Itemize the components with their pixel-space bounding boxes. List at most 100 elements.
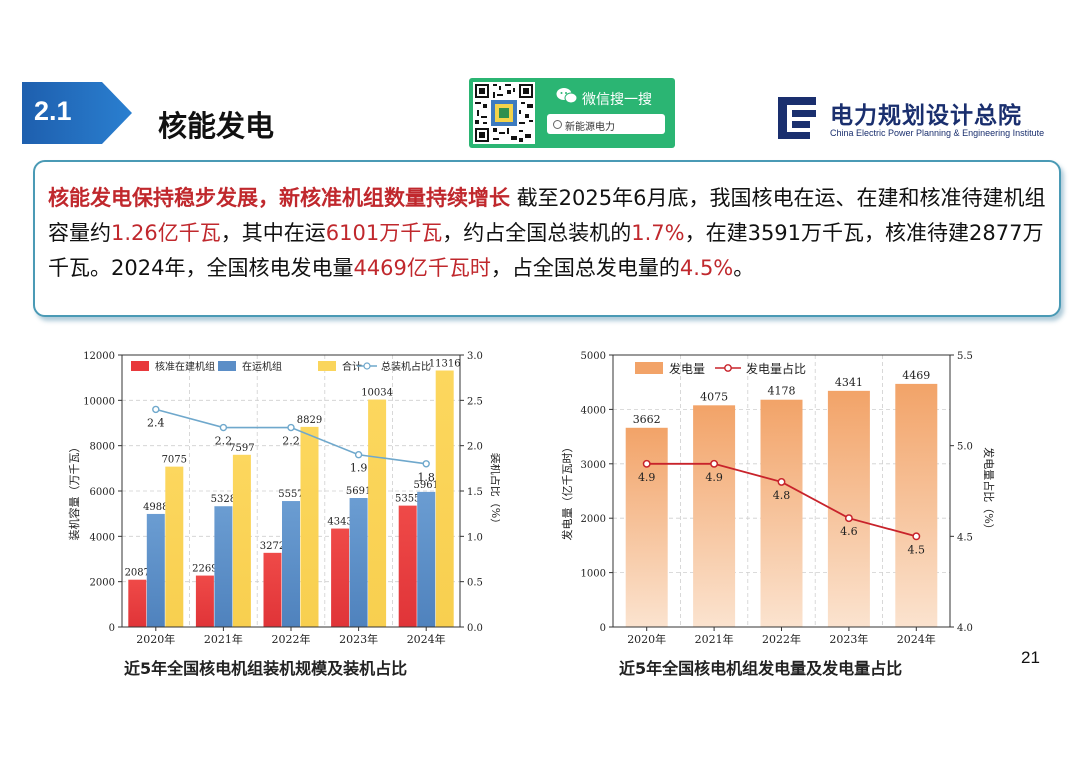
share-value-label: 4.9 bbox=[705, 471, 723, 484]
bar-value-label: 4988 bbox=[143, 502, 168, 513]
bar-total bbox=[300, 426, 319, 627]
y-tick-label: 4000 bbox=[581, 405, 606, 416]
summary-paragraph: 核能发电保持稳步发展，新核准机组数量持续增长 截至2025年6月底，我国核电在运… bbox=[48, 181, 1052, 286]
y2-tick-label: 5.5 bbox=[957, 351, 973, 362]
bar-value-label: 5355 bbox=[395, 494, 420, 505]
y-tick-label: 2000 bbox=[90, 578, 115, 589]
y-tick-label: 0 bbox=[109, 623, 115, 634]
y-tick-label: 6000 bbox=[90, 487, 115, 498]
share-value-label: 2.2 bbox=[215, 435, 233, 448]
logo-english-name: China Electric Power Planning & Engineer… bbox=[830, 128, 1045, 138]
wechat-search-text: 新能源电力 bbox=[565, 122, 615, 133]
bar-generation bbox=[625, 427, 668, 627]
logo-chinese-name: 电力规划设计总院 bbox=[830, 103, 1022, 129]
bar-in-operation bbox=[417, 491, 436, 627]
share-value-label: 2.4 bbox=[147, 416, 165, 429]
bar-value-label: 3272 bbox=[260, 541, 285, 552]
bar-value-label: 7597 bbox=[229, 443, 254, 454]
bar-generation bbox=[760, 399, 803, 627]
summary-value: 4.5% bbox=[679, 256, 734, 280]
capacity-chart-caption: 近5年全国核电机组装机规模及装机占比 bbox=[124, 659, 408, 678]
bar-value-label: 8829 bbox=[297, 415, 322, 426]
institute-logo-icon bbox=[778, 97, 818, 139]
y2-tick-label: 5.0 bbox=[957, 442, 973, 453]
x-tick-label: 2020年 bbox=[136, 632, 175, 646]
y2-tick-label: 0.5 bbox=[467, 578, 483, 589]
x-tick-label: 2022年 bbox=[272, 632, 311, 646]
bar-under-construction bbox=[195, 575, 214, 627]
legend-swatch bbox=[635, 362, 663, 374]
share-value-label: 1.9 bbox=[350, 462, 368, 475]
bar-under-construction bbox=[398, 505, 417, 627]
share-value-label: 2.2 bbox=[282, 435, 300, 448]
y2-tick-label: 2.5 bbox=[467, 396, 483, 407]
legend-swatch bbox=[363, 362, 371, 370]
legend-swatch bbox=[724, 364, 732, 372]
share-point bbox=[354, 451, 363, 459]
bar-value-label: 2269 bbox=[192, 564, 217, 575]
section-number: 2.1 bbox=[34, 96, 72, 126]
share-value-label: 4.5 bbox=[908, 543, 926, 556]
y-tick-label: 4000 bbox=[90, 532, 115, 543]
summary-headline: 核能发电保持稳步发展，新核准机组数量持续增长 bbox=[48, 186, 510, 210]
share-value-label: 4.8 bbox=[773, 489, 791, 502]
bar-value-label: 5961 bbox=[413, 480, 438, 491]
bar-in-operation bbox=[349, 498, 368, 627]
y-tick-label: 8000 bbox=[90, 442, 115, 453]
y2-tick-label: 2.0 bbox=[467, 442, 483, 453]
share-value-label: 1.8 bbox=[417, 471, 435, 484]
wechat-icon bbox=[556, 87, 578, 105]
share-point bbox=[422, 460, 430, 468]
generation-chart: 3662 4075 4178 4341 4469 4.9 4.9 4.8 4.6 4.5 202… bbox=[560, 351, 996, 646]
bar-value-label: 4343 bbox=[327, 517, 352, 528]
y-tick-label: 0 bbox=[600, 623, 606, 634]
share-point bbox=[710, 459, 719, 468]
y2-tick-label: 4.0 bbox=[957, 623, 973, 634]
bar-value-label: 4469 bbox=[902, 369, 930, 382]
bar-total bbox=[165, 466, 184, 627]
legend-swatch bbox=[318, 361, 336, 371]
bar-value-label: 10034 bbox=[361, 388, 393, 399]
legend-label: 发电量占比 bbox=[746, 361, 806, 376]
x-tick-label: 2024年 bbox=[897, 632, 936, 646]
y-tick-label: 1000 bbox=[581, 569, 606, 580]
share-point bbox=[844, 514, 853, 523]
y-tick-label: 2000 bbox=[581, 514, 606, 525]
summary-value: 1.26亿千瓦 bbox=[111, 221, 221, 245]
page-number: 21 bbox=[1021, 648, 1040, 667]
bar-value-label: 4341 bbox=[835, 376, 863, 389]
summary-text: ，占全国总发电量的 bbox=[490, 256, 680, 280]
summary-box bbox=[33, 160, 1061, 317]
bar-generation bbox=[827, 390, 870, 627]
y-axis-title: 装机容量（万千瓦） bbox=[67, 442, 81, 541]
summary-value: 1.7% bbox=[631, 221, 685, 245]
share-point bbox=[287, 423, 295, 432]
bar-under-construction bbox=[263, 552, 282, 627]
summary-text: 截至2025年6月底，我国核电在运、在建和核准待建机组容量约 bbox=[48, 186, 1046, 245]
x-tick-label: 2021年 bbox=[204, 632, 243, 646]
share-point bbox=[912, 532, 921, 541]
y2-axis-title: 发电量占比（%） bbox=[982, 447, 996, 534]
x-tick-label: 2023年 bbox=[339, 632, 378, 646]
bar-total bbox=[368, 399, 387, 627]
wechat-search-label: 微信搜一搜 bbox=[582, 92, 652, 108]
legend-label: 合计 bbox=[342, 360, 362, 373]
section-number-badge: 2.1 bbox=[22, 82, 132, 144]
y-tick-label: 10000 bbox=[83, 396, 115, 407]
y-tick-label: 3000 bbox=[581, 460, 606, 471]
x-tick-label: 2021年 bbox=[695, 632, 734, 646]
y2-tick-label: 4.5 bbox=[957, 532, 973, 543]
bar-value-label: 2087 bbox=[125, 568, 150, 579]
share-point bbox=[219, 423, 228, 432]
summary-value: 6101万千瓦 bbox=[325, 221, 443, 245]
bar-value-label: 5691 bbox=[346, 486, 371, 497]
legend-label: 核准在建机组 bbox=[155, 360, 215, 373]
x-tick-label: 2023年 bbox=[829, 632, 868, 646]
y2-axis-title: 装机占比（%） bbox=[489, 453, 500, 529]
y2-tick-label: 3.0 bbox=[467, 351, 483, 362]
wechat-search-box[interactable]: 新能源电力 bbox=[547, 114, 665, 134]
bar-generation bbox=[693, 405, 736, 627]
bar-value-label: 7075 bbox=[162, 455, 187, 466]
summary-text: ，约占全国总装机的 bbox=[442, 221, 632, 245]
share-point bbox=[152, 405, 160, 414]
